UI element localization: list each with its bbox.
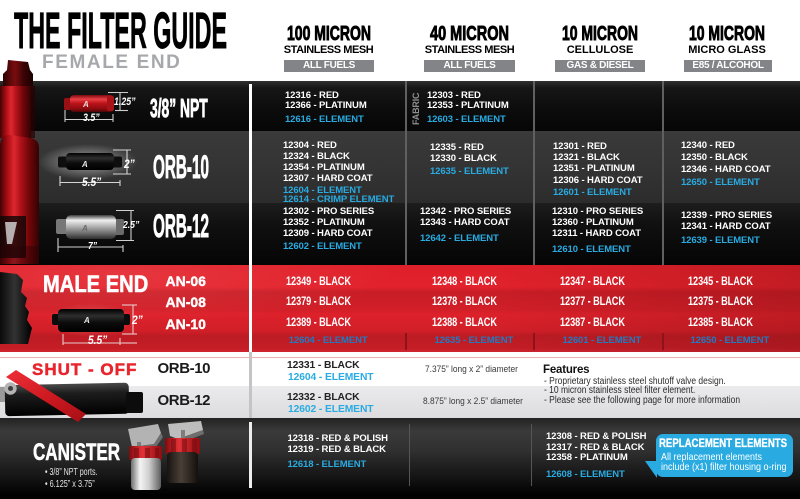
svg-text:A: A xyxy=(81,224,88,233)
svg-text:A: A xyxy=(81,160,88,169)
svg-text:A: A xyxy=(83,316,90,325)
svg-text:A: A xyxy=(82,100,89,109)
